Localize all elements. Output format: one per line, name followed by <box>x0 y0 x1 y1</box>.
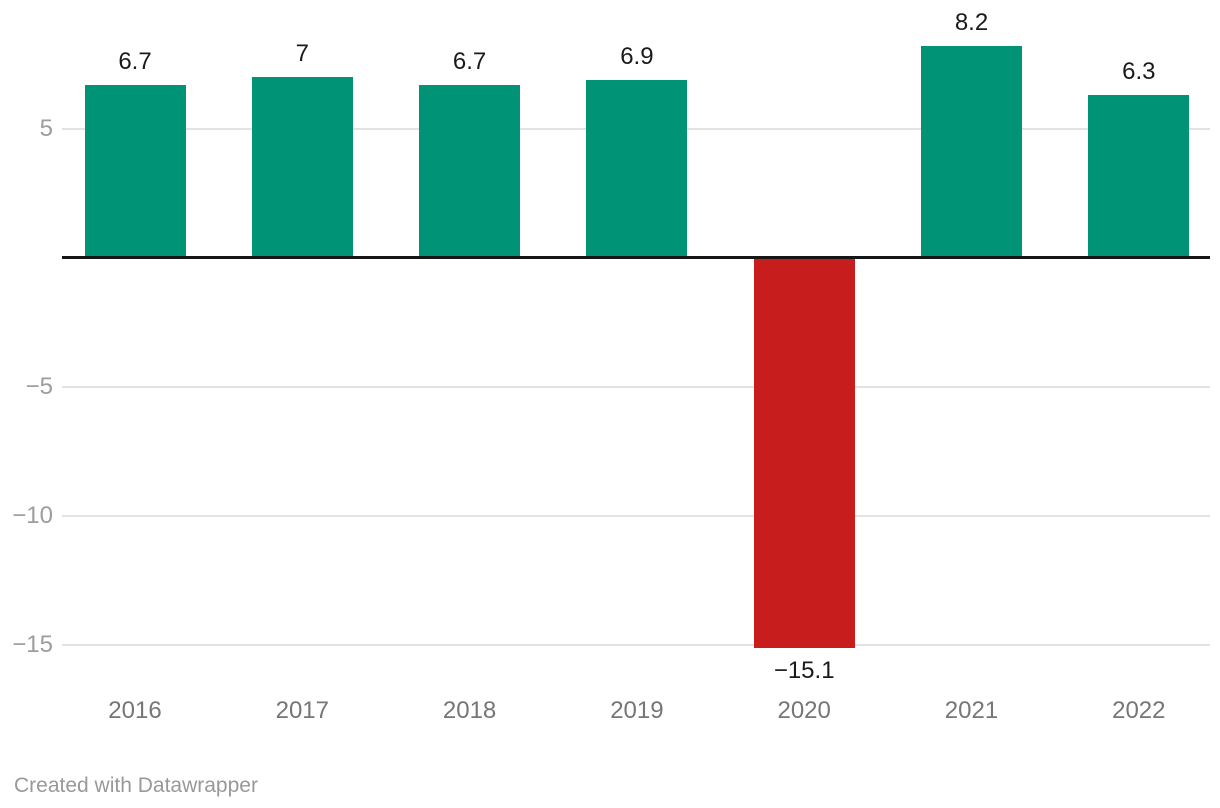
datawrapper-credit-link[interactable]: Created with Datawrapper <box>14 774 258 797</box>
x-tick-label: 2021 <box>944 697 999 724</box>
plot-area: 5 −5 −10 −15 6.7 2016 7 2017 6.7 2018 6.9 2019 −15.1… <box>12 9 1210 724</box>
y-tick-label: −5 <box>25 373 53 400</box>
bar-2018[interactable] <box>419 85 520 259</box>
bar-2017[interactable] <box>252 77 353 259</box>
value-label: 7 <box>295 40 309 67</box>
y-tick-label: −15 <box>12 631 53 658</box>
bar-2021[interactable] <box>921 46 1022 259</box>
y-tick-label: −10 <box>12 502 53 529</box>
bar-2022[interactable] <box>1088 95 1189 259</box>
bar-2020[interactable] <box>754 259 855 648</box>
y-tick-label: 5 <box>39 115 53 142</box>
gridline-y--15 <box>62 644 1210 646</box>
value-label: 8.2 <box>954 9 989 36</box>
value-label: 6.3 <box>1122 58 1156 85</box>
x-tick-label: 2020 <box>777 697 831 724</box>
x-tick-label: 2018 <box>442 697 497 724</box>
x-tick-label: 2017 <box>275 697 329 724</box>
bar-2019[interactable] <box>586 80 687 259</box>
gridline-y--5 <box>62 386 1210 388</box>
value-label: 6.7 <box>452 48 487 75</box>
x-tick-label: 2019 <box>610 697 664 724</box>
value-label: 6.9 <box>620 43 654 70</box>
gridline-y--10 <box>62 515 1210 517</box>
x-tick-label: 2022 <box>1112 697 1166 724</box>
x-tick-label: 2016 <box>108 697 162 724</box>
value-label: −15.1 <box>773 657 835 684</box>
bar-2016[interactable] <box>85 85 186 259</box>
zero-baseline <box>62 256 1210 259</box>
value-label: 6.7 <box>118 48 152 75</box>
